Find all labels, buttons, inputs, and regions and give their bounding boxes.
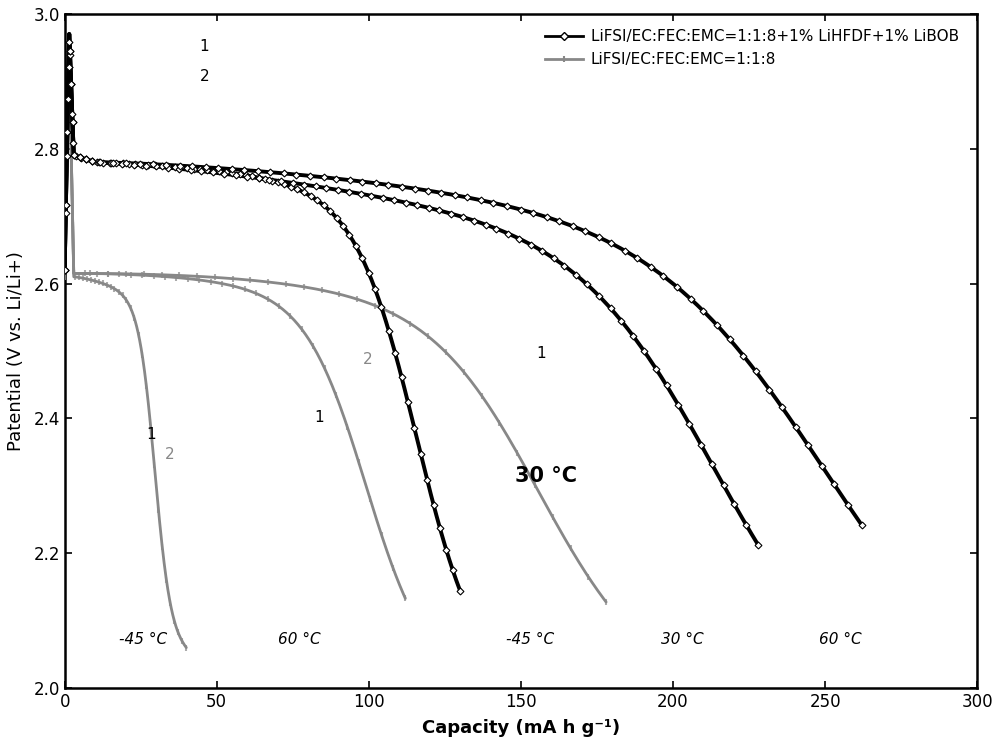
Y-axis label: Patential (V vs. Li/Li+): Patential (V vs. Li/Li+) [7, 251, 25, 451]
Text: 1: 1 [536, 346, 546, 361]
Text: -45 °C: -45 °C [119, 632, 168, 647]
Text: 30 °C: 30 °C [515, 466, 577, 487]
Text: 2: 2 [165, 446, 175, 462]
Text: 1: 1 [147, 426, 156, 441]
Text: -45 °C: -45 °C [506, 632, 554, 647]
Text: 2: 2 [200, 69, 209, 84]
Text: 2: 2 [363, 353, 372, 368]
X-axis label: Capacity (mA h g⁻¹): Capacity (mA h g⁻¹) [422, 719, 620, 737]
Text: 1: 1 [200, 39, 209, 54]
Text: 60 °C: 60 °C [819, 632, 862, 647]
Legend: LiFSI/EC:FEC:EMC=1:1:8+1% LiHFDF+1% LiBOB, LiFSI/EC:FEC:EMC=1:1:8: LiFSI/EC:FEC:EMC=1:1:8+1% LiHFDF+1% LiBO… [539, 23, 965, 74]
Text: 1: 1 [314, 410, 324, 425]
Text: 60 °C: 60 °C [278, 632, 320, 647]
Text: 30 °C: 30 °C [661, 632, 703, 647]
